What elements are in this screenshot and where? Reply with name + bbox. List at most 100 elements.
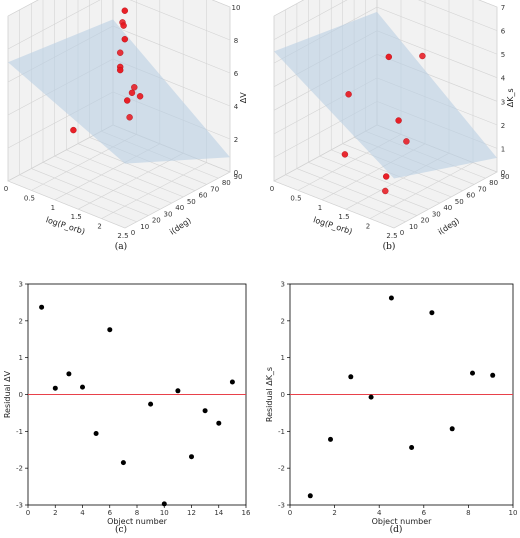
y-tick-label: 90: [501, 173, 510, 181]
x-tick-label: 0: [288, 509, 292, 517]
panel-b: 00.511.522.5 010203040506070809001234567l…: [270, 0, 515, 252]
y-axis-label: Residual ΔK_s: [265, 367, 274, 422]
data-point: [116, 49, 124, 56]
y-tick-label: -3: [278, 502, 285, 510]
y-tick-label: -2: [278, 465, 285, 473]
x-tick-label: 4: [377, 509, 382, 517]
data-point: [120, 22, 127, 29]
y-tick-label: 0: [400, 229, 404, 237]
data-point: [368, 394, 374, 400]
y-tick-label: -1: [16, 428, 23, 436]
data-point: [148, 401, 154, 407]
data-point: [52, 385, 58, 391]
data-point: [388, 295, 394, 301]
y-tick-label: 1: [281, 354, 285, 362]
x-axis-label: Object number: [107, 517, 168, 526]
data-point: [216, 420, 222, 426]
data-point: [341, 151, 349, 158]
caption: (d): [390, 524, 403, 535]
data-point: [121, 7, 129, 14]
data-point: [93, 431, 99, 436]
y-axis-label: Residual ΔV: [3, 370, 12, 418]
fit-plane: [8, 19, 230, 164]
y-tick-label: 0: [131, 229, 135, 237]
data-point: [136, 93, 144, 100]
y-tick-label: 1: [19, 354, 23, 362]
data-point: [131, 84, 138, 91]
z-tick-label: 0: [234, 169, 238, 177]
y-tick-label: 80: [222, 179, 231, 187]
x-tick-label: 2.5: [117, 232, 128, 240]
x-tick-label: 2: [366, 223, 370, 231]
y-tick-label: 20: [420, 217, 429, 225]
x-tick-label: 1: [51, 204, 55, 212]
x-tick-label: 10: [160, 509, 169, 517]
y-tick-label: 70: [478, 185, 487, 193]
x-tick-label: 16: [242, 509, 251, 517]
z-tick-label: 8: [234, 37, 238, 45]
caption: (a): [115, 241, 127, 252]
y-axis-label: i(deg): [436, 216, 461, 237]
y-tick-label: 60: [199, 192, 208, 200]
y-tick-label: 3: [19, 281, 23, 289]
data-point: [383, 173, 390, 180]
z-axis-label: ΔK_s: [506, 88, 515, 107]
y-axis-label: i(deg): [168, 216, 193, 237]
data-point: [107, 327, 113, 333]
data-point: [328, 436, 333, 442]
x-tick-label: 0: [270, 185, 274, 193]
x-tick-label: 8: [466, 509, 470, 517]
y-tick-label: 40: [443, 204, 452, 212]
data-point: [345, 91, 352, 98]
y-tick-label: 50: [187, 198, 196, 206]
data-point: [128, 89, 136, 97]
y-tick-label: -3: [16, 502, 23, 510]
data-point: [449, 426, 455, 432]
data-point: [307, 493, 313, 499]
x-tick-label: 2.5: [386, 232, 397, 240]
x-tick-label: 4: [80, 509, 85, 517]
z-tick-label: 0: [501, 169, 505, 177]
data-point: [202, 408, 208, 414]
data-point: [116, 66, 124, 74]
y-tick-label: 60: [466, 192, 475, 200]
z-tick-label: 1: [501, 145, 505, 153]
data-point: [385, 53, 392, 61]
data-point: [175, 388, 181, 394]
x-tick-label: 8: [135, 509, 139, 517]
data-point: [348, 374, 354, 380]
data-point: [126, 114, 133, 121]
y-tick-label: 30: [164, 210, 173, 218]
data-point: [121, 36, 129, 43]
panel-a: 00.511.522.5 01020304050607080900246810lo…: [4, 0, 248, 252]
z-tick-label: 10: [232, 4, 241, 12]
x-tick-label: 1: [318, 204, 322, 212]
data-point: [70, 126, 77, 134]
y-tick-label: 3: [281, 281, 285, 289]
x-tick-label: 6: [422, 509, 427, 517]
z-tick-label: 4: [234, 103, 239, 111]
x-tick-label: 1.5: [71, 213, 82, 221]
z-tick-label: 2: [234, 136, 238, 144]
data-point: [189, 454, 194, 460]
x-tick-label: 0.5: [290, 194, 301, 202]
data-point: [429, 310, 435, 316]
z-tick-label: 4: [501, 75, 506, 83]
x-tick-label: 0: [26, 509, 30, 517]
z-tick-label: 6: [234, 70, 239, 78]
x-tick-label: 2: [332, 509, 336, 517]
data-point: [382, 187, 389, 195]
data-point: [419, 52, 426, 60]
y-tick-label: -1: [278, 428, 285, 436]
y-tick-label: 70: [210, 185, 219, 193]
y-tick-label: 30: [432, 210, 441, 218]
caption: (b): [383, 241, 396, 252]
z-axis-label: ΔV: [239, 92, 248, 103]
caption: (c): [115, 524, 127, 535]
data-point: [403, 138, 410, 145]
z-tick-label: 6: [501, 28, 506, 36]
x-tick-label: 10: [509, 509, 518, 517]
y-tick-label: 0: [281, 391, 285, 399]
y-tick-label: 0: [19, 391, 23, 399]
